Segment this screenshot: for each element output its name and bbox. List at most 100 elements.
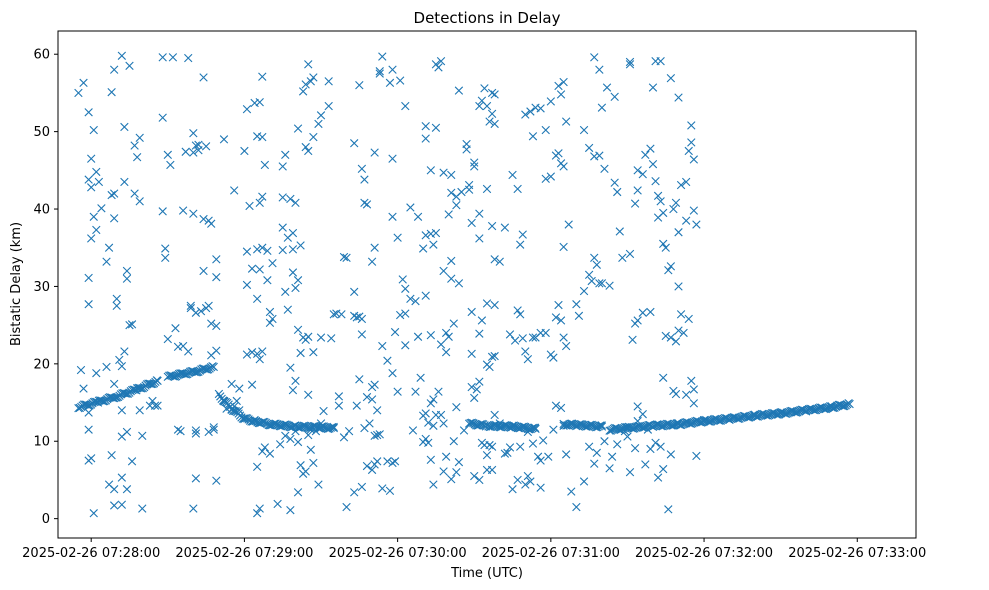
data-point [278, 162, 287, 171]
data-point [166, 160, 175, 170]
track-point [137, 384, 146, 393]
data-point [554, 300, 563, 310]
data-point [452, 200, 461, 210]
data-point [150, 401, 160, 410]
data-point [401, 309, 410, 318]
track-point [519, 422, 528, 431]
data-point [528, 132, 538, 141]
data-point [595, 65, 604, 74]
data-point [191, 308, 201, 317]
data-point [247, 348, 257, 357]
data-point [158, 207, 167, 216]
track-point [515, 424, 524, 433]
data-point [452, 403, 461, 412]
data-point [273, 499, 282, 509]
data-point [436, 410, 446, 420]
data-point [120, 347, 129, 356]
data-point [184, 347, 193, 356]
y-tick-label: 40 [33, 203, 50, 218]
data-point [648, 83, 658, 92]
data-point [247, 264, 257, 273]
chart-title: Detections in Delay [414, 9, 561, 27]
track-point [615, 425, 624, 434]
data-point [521, 480, 530, 489]
track-point [473, 421, 482, 430]
track-point [230, 406, 239, 416]
data-point [87, 234, 96, 243]
track-point [305, 423, 314, 433]
data-point [255, 504, 264, 513]
data-point [304, 146, 313, 156]
data-point [564, 220, 573, 229]
data-point [482, 101, 492, 111]
data-point [135, 197, 144, 206]
data-point [355, 375, 364, 384]
data-point [189, 148, 198, 157]
data-point [561, 117, 571, 126]
data-point [592, 448, 601, 458]
data-point [122, 274, 132, 283]
data-point [370, 148, 379, 157]
data-point [426, 331, 436, 340]
data-point [447, 474, 456, 484]
data-point [339, 433, 349, 442]
data-point [373, 406, 382, 415]
data-point [401, 101, 410, 111]
data-point [89, 212, 98, 221]
data-point [671, 337, 681, 346]
data-point [255, 265, 264, 274]
data-point [107, 450, 116, 460]
data-point [633, 166, 642, 175]
data-point [232, 396, 241, 406]
data-point [518, 230, 527, 239]
track-point [276, 422, 286, 431]
data-point [648, 159, 658, 169]
data-point [240, 146, 249, 156]
data-point [247, 380, 257, 389]
track-point [214, 389, 224, 399]
data-point [385, 78, 395, 88]
data-point [163, 334, 172, 344]
data-point [595, 151, 604, 160]
data-point [431, 228, 441, 238]
data-point [467, 349, 476, 358]
data-point [490, 351, 499, 361]
data-point [666, 450, 676, 459]
data-point [258, 192, 267, 201]
data-point [293, 437, 303, 447]
data-point [79, 384, 88, 393]
data-point [258, 243, 267, 252]
data-point [242, 104, 252, 114]
data-point [291, 198, 300, 208]
data-point [536, 104, 545, 113]
data-point [84, 108, 93, 117]
data-point [633, 186, 642, 195]
data-point [196, 307, 206, 316]
track-point [241, 413, 251, 423]
data-point [120, 177, 129, 187]
data-point [447, 170, 456, 180]
data-point [255, 98, 264, 107]
y-tick-label: 60 [33, 48, 50, 63]
data-point [579, 477, 589, 486]
data-point [452, 468, 461, 477]
data-point [482, 299, 492, 308]
data-point [265, 307, 275, 317]
data-point [138, 504, 147, 513]
data-point [513, 184, 522, 194]
data-point [230, 186, 239, 195]
data-point [306, 445, 315, 454]
data-point [109, 65, 119, 74]
data-point [79, 78, 88, 88]
data-point [659, 208, 668, 218]
data-point [130, 141, 139, 150]
data-point [674, 326, 683, 335]
data-point [538, 436, 548, 445]
data-point [490, 300, 499, 310]
data-point [252, 462, 262, 471]
data-point [546, 97, 556, 106]
data-point [638, 409, 647, 419]
x-tick-label: 2025-02-26 07:32:00 [635, 546, 773, 561]
data-point [424, 438, 433, 447]
data-point [350, 488, 359, 497]
